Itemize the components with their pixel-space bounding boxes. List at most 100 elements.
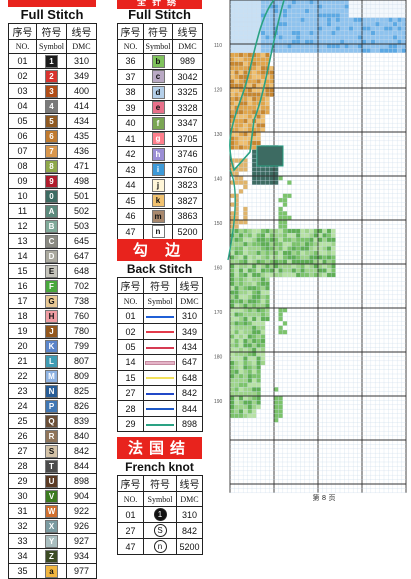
table-row: 45 k 3827 [117,192,203,209]
stitch-cell [313,264,318,269]
stitch-cell [247,4,252,9]
stitch-cell [344,4,349,9]
stitch-cell [397,22,402,27]
stitch-cell [252,277,257,282]
thread-number: 40 [117,115,144,132]
stitch-cell [357,8,362,14]
symbol-cell: e [143,99,173,116]
stitch-cell [322,30,327,36]
stitch-cell [247,246,252,251]
stitch-cell [243,92,248,97]
stitch-cell [234,308,239,313]
col-header-symbol-en: Symbol [143,491,177,507]
stitch-cell [243,167,248,172]
thread-number: 01 [8,53,37,69]
stitch-cell [375,22,380,27]
stitch-cell [287,13,292,18]
stitch-cell [256,180,261,185]
stitch-cell [278,272,283,278]
stitch-cell [278,26,283,31]
stitch-cell [269,4,274,9]
stitch-cell [313,237,318,242]
stitch-cell [304,22,310,27]
stitch-cell [397,44,402,49]
stitch-cell [252,158,257,163]
stitch-cell [260,96,266,102]
stitch-cell [238,312,244,317]
stitch-cell [247,360,252,366]
stitch-cell [252,299,257,304]
thread-number: 10 [8,188,37,204]
dmc-code: 648 [176,369,203,386]
stitch-cell [353,17,358,22]
stitch-cell [247,343,252,348]
stitch-cell [256,101,261,106]
stitch-cell [234,74,239,80]
stitch-cell [392,17,398,22]
stitch-cell [265,250,270,256]
stitch-cell [252,246,257,251]
stitch-cell [234,176,239,181]
stitch-cell [256,272,261,278]
stitch-cell [278,246,283,251]
stitch-cell [304,0,310,5]
stitch-cell [234,382,239,388]
thread-symbol: P [45,399,58,413]
stitch-cell [322,39,327,44]
stitch-cell [243,96,248,102]
stitch-cell [230,118,235,124]
stitch-cell [260,334,266,339]
stitch-cell [260,110,266,115]
symbol-cell: 8 [36,158,67,174]
stitch-cell [326,264,332,269]
stitch-cell [238,189,244,194]
dmc-code: 3827 [172,192,203,209]
thread-symbol: 2 [45,69,58,83]
stitch-cell [256,237,261,242]
stitch-cell [230,105,235,110]
stitch-cell [265,13,270,18]
stitch-cell [322,17,327,22]
stitch-cell [234,118,239,124]
symbol-cell: b [143,53,173,70]
stitch-cell [247,303,252,308]
symbol-cell: 4 [36,98,67,114]
stitch-cell [304,255,310,260]
stitch-cell [296,242,301,247]
stitch-cell [335,17,340,22]
col-header-no: NO. [117,491,144,507]
stitch-cell [340,13,345,18]
stitch-cell [234,272,239,278]
stitch-cell [234,299,239,304]
stitch-cell [379,17,384,22]
stitch-cell [362,26,367,31]
dmc-code: 934 [66,548,97,564]
stitch-cell [260,171,266,176]
stitch-cell [313,242,318,247]
stitch-cell [340,8,345,14]
stitch-cell [326,22,332,27]
stitch-cell [291,35,296,40]
stitch-cell [265,79,270,84]
stitch-cell [348,13,354,18]
dmc-code: 434 [176,338,203,356]
stitch-cell [234,365,239,370]
stitch-cell [269,167,274,172]
stitch-cell [238,145,244,150]
stitch-cell [256,391,261,396]
stitch-cell [238,136,244,141]
stitch-cell [331,8,336,14]
stitch-cell [247,114,252,119]
stitch-cell [252,140,257,146]
stitch-cell [269,176,274,181]
thread-number: 29 [117,415,144,433]
stitch-cell [234,158,239,163]
stitch-cell [296,259,301,264]
stitch-cell [238,237,244,242]
stitch-cell [353,4,358,9]
stitch-cell [238,246,244,251]
stitch-cell [260,127,266,132]
row-number-label: 150 [214,221,223,227]
stitch-cell [260,22,266,27]
symbol-cell: n [143,223,173,240]
